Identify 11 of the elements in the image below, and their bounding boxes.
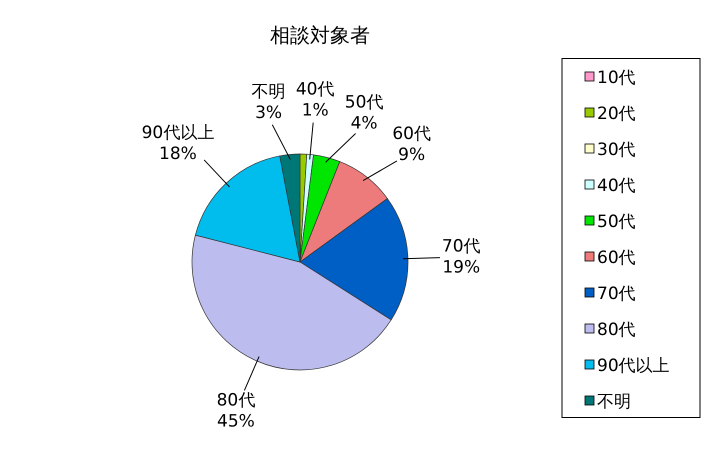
legend-label: 80代 — [597, 320, 636, 340]
legend-label: 40代 — [597, 176, 636, 196]
legend-label: 90代以上 — [597, 356, 670, 376]
legend-label: 30代 — [597, 140, 636, 160]
legend-label: 10代 — [597, 68, 636, 88]
legend-label: 60代 — [597, 248, 636, 268]
chart-title: 相談対象者 — [270, 23, 370, 47]
legend-label: 70代 — [597, 284, 636, 304]
legend-label: 50代 — [597, 212, 636, 232]
legend-label: 20代 — [597, 104, 636, 124]
legend-label: 不明 — [597, 392, 631, 412]
